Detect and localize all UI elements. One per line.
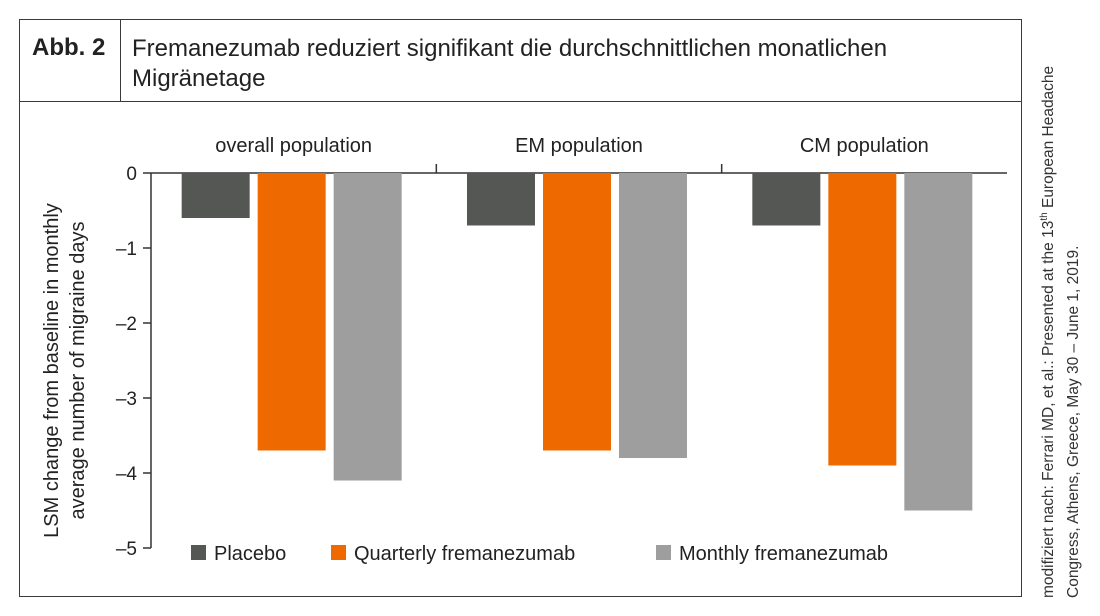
y-tick-label: –1 — [116, 239, 137, 260]
source-note-line-2: Congress, Athens, Greece, May 30 – June … — [1065, 245, 1082, 598]
bar-quarterly-fremanezumab — [543, 173, 611, 451]
category-label: overall population — [215, 135, 372, 157]
bar-monthly-fremanezumab — [619, 173, 687, 458]
category-label: CM population — [800, 135, 929, 157]
y-axis-label: average number of migraine days — [67, 222, 89, 520]
bar-monthly-fremanezumab — [333, 173, 402, 481]
bar-placebo — [181, 173, 250, 218]
figure-label: Abb. 2 — [32, 34, 106, 61]
y-axis-label: LSM change from baseline in monthly — [41, 203, 63, 538]
source-note: modifiziert nach: Ferrari MD, et al.: Pr… — [1036, 22, 1096, 598]
category-label: EM population — [515, 135, 643, 157]
bar-quarterly-fremanezumab — [257, 173, 326, 451]
bar-placebo — [752, 173, 821, 226]
figure-header: Abb. 2 Fremanezumab reduziert signifikan… — [20, 20, 1021, 102]
y-tick-label: 0 — [126, 164, 137, 185]
y-tick-label: –4 — [116, 464, 138, 485]
legend-swatch — [191, 545, 206, 560]
y-tick-label: –2 — [116, 314, 137, 335]
legend-swatch — [331, 545, 346, 560]
bar-monthly-fremanezumab — [904, 173, 973, 511]
y-tick-label: –5 — [116, 539, 137, 560]
figure-title: Fremanezumab reduziert signifikant die d… — [132, 35, 888, 92]
legend-swatch — [656, 545, 671, 560]
figure-label-box: Abb. 2 — [20, 20, 121, 101]
bar-placebo — [467, 173, 535, 226]
figure-frame: Abb. 2 Fremanezumab reduziert signifikan… — [19, 19, 1022, 597]
y-tick-label: –3 — [116, 389, 137, 410]
bar-quarterly-fremanezumab — [828, 173, 897, 466]
legend-label: Placebo — [214, 543, 286, 565]
legend-label: Quarterly fremanezumab — [354, 543, 575, 565]
legend-label: Monthly fremanezumab — [679, 543, 888, 565]
source-note-line-1: modifiziert nach: Ferrari MD, et al.: Pr… — [1038, 65, 1057, 598]
